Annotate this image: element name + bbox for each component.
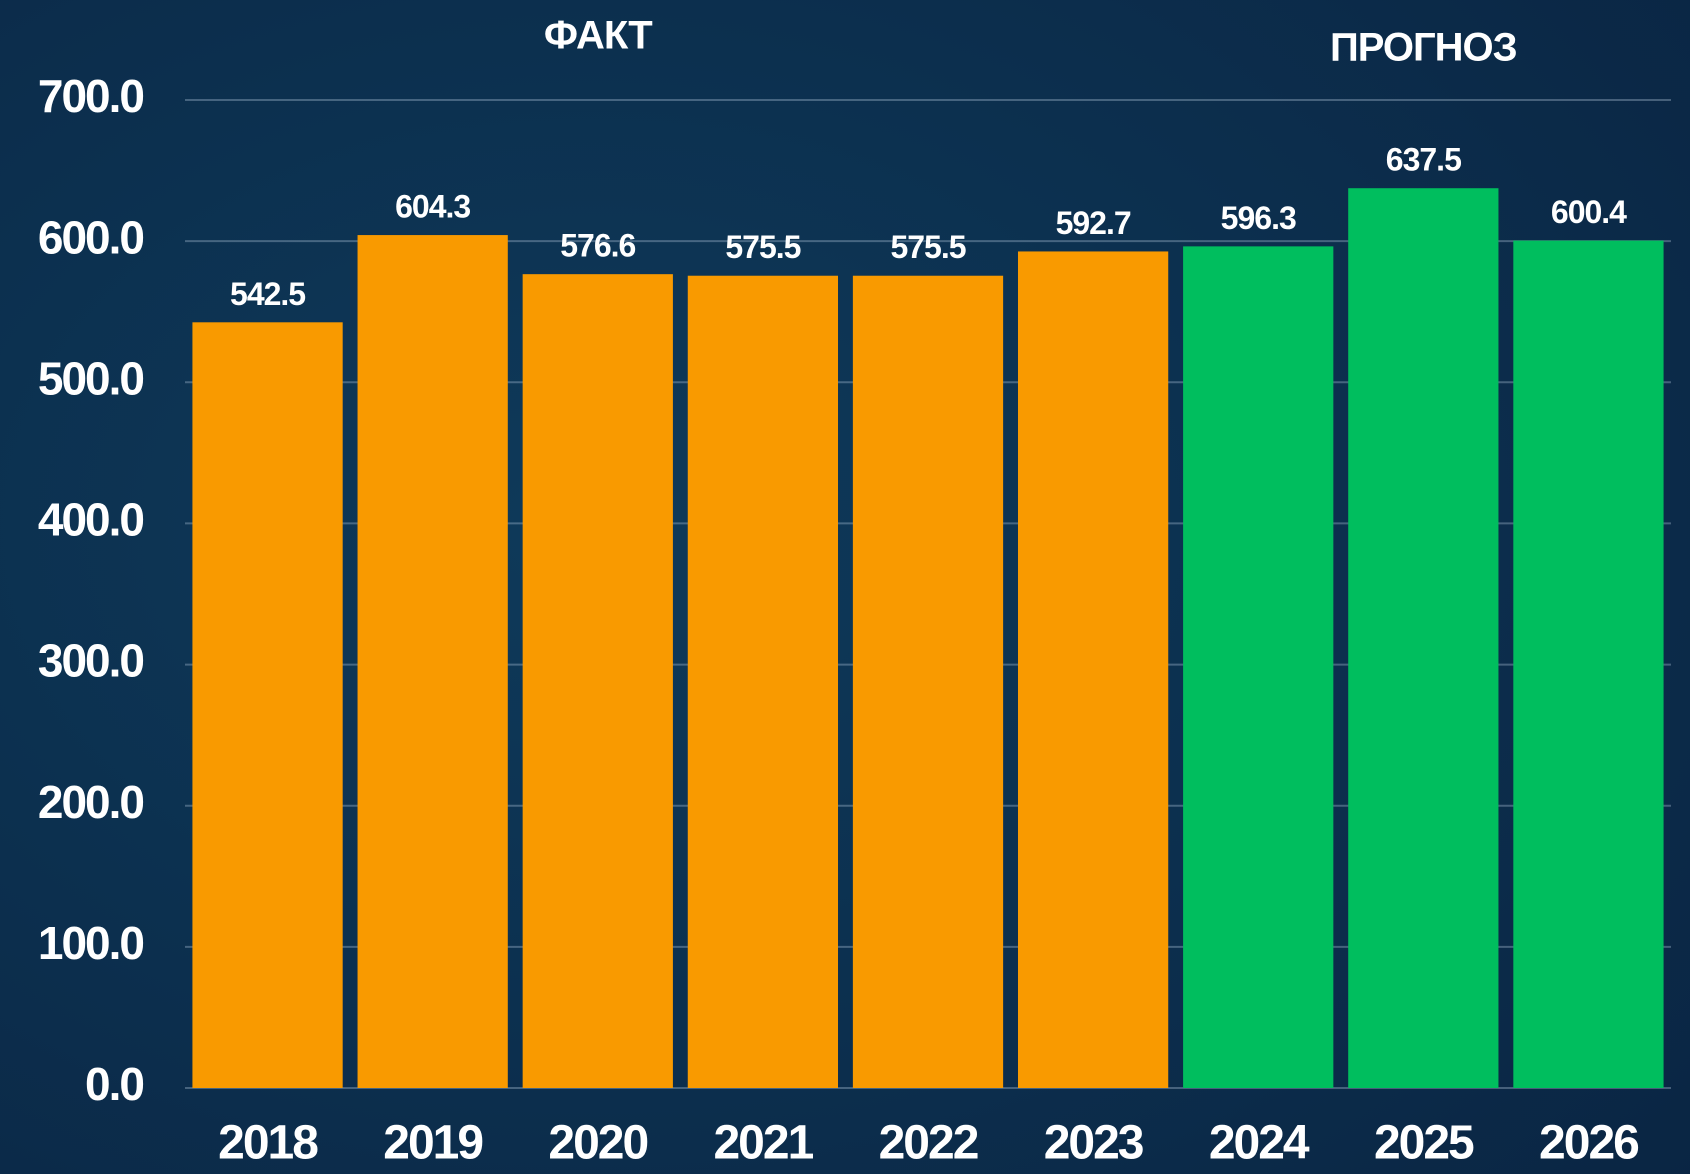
value-label: 575.5: [725, 229, 800, 265]
value-label: 600.4: [1551, 194, 1627, 230]
value-label: 592.7: [1056, 205, 1131, 241]
section-label: ФАКТ: [544, 14, 652, 58]
y-tick-label: 200.0: [38, 776, 144, 828]
bar: [1348, 188, 1499, 1088]
y-tick-label: 100.0: [38, 917, 144, 969]
x-tick-label: 2021: [713, 1117, 813, 1170]
x-tick-label: 2023: [1044, 1117, 1143, 1170]
section-label: ПРОГНОЗ: [1330, 26, 1517, 70]
value-label: 637.5: [1386, 142, 1461, 178]
bar: [192, 322, 343, 1088]
x-tick-label: 2025: [1374, 1117, 1474, 1170]
value-label: 576.6: [560, 228, 635, 264]
value-label: 596.3: [1221, 200, 1296, 236]
y-tick-label: 0.0: [85, 1058, 143, 1110]
value-label: 542.5: [230, 276, 305, 312]
y-tick-label: 400.0: [38, 494, 144, 546]
bar: [1513, 240, 1664, 1088]
x-tick-label: 2018: [218, 1117, 318, 1170]
bar: [1017, 251, 1169, 1088]
x-tick-label: 2024: [1209, 1117, 1310, 1170]
bar: [687, 275, 839, 1088]
y-tick-label: 300.0: [38, 635, 144, 687]
value-label: 575.5: [890, 229, 965, 265]
y-tick-label: 500.0: [38, 352, 144, 404]
bar: [522, 274, 673, 1088]
x-tick-label: 2026: [1539, 1117, 1638, 1170]
bar: [1183, 246, 1334, 1089]
bar: [357, 235, 508, 1088]
x-tick-label: 2019: [383, 1117, 482, 1170]
y-tick-label: 600.0: [38, 211, 144, 263]
y-tick-label: 700.0: [38, 70, 144, 122]
x-tick-label: 2022: [879, 1117, 978, 1170]
value-label: 604.3: [395, 189, 470, 225]
x-tick-label: 2020: [548, 1117, 647, 1170]
bar: [852, 275, 1004, 1088]
